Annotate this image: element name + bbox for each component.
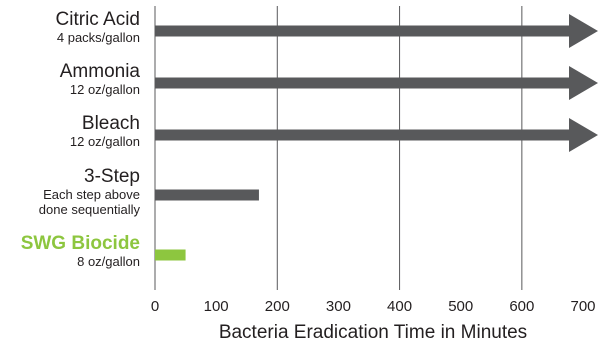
x-tick-700: 700 bbox=[570, 298, 595, 315]
x-tick-500: 500 bbox=[448, 298, 473, 315]
category-label-citric-acid: Citric Acid bbox=[56, 9, 140, 30]
bar-arrowhead-bleach bbox=[569, 118, 598, 152]
bar-arrowhead-ammonia bbox=[569, 66, 598, 100]
x-tick-600: 600 bbox=[509, 298, 534, 315]
category-label-swg-biocide: SWG Biocide bbox=[21, 233, 140, 254]
category-sublabel-citric-acid: 4 packs/gallon bbox=[57, 30, 140, 45]
bar-3-step bbox=[155, 189, 259, 201]
category-label-ammonia: Ammonia bbox=[60, 61, 141, 82]
category-label-bleach: Bleach bbox=[82, 113, 140, 134]
x-tick-100: 100 bbox=[204, 298, 229, 315]
category-label-3-step: 3-Step bbox=[84, 166, 140, 187]
x-tick-300: 300 bbox=[326, 298, 351, 315]
category-sublabel-3-step: done sequentially bbox=[39, 202, 141, 217]
category-sublabel-ammonia: 12 oz/gallon bbox=[70, 82, 140, 97]
bar-ammonia bbox=[155, 77, 570, 89]
category-sublabel-3-step: Each step above bbox=[43, 187, 140, 202]
x-tick-200: 200 bbox=[265, 298, 290, 315]
bars bbox=[155, 14, 598, 261]
bar-swg-biocide bbox=[155, 249, 186, 261]
gridlines bbox=[154, 6, 523, 290]
bar-citric-acid bbox=[155, 25, 570, 37]
category-sublabel-bleach: 12 oz/gallon bbox=[70, 134, 140, 149]
x-tick-400: 400 bbox=[387, 298, 412, 315]
category-sublabel-swg-biocide: 8 oz/gallon bbox=[77, 254, 140, 269]
x-axis-title: Bacteria Eradication Time in Minutes bbox=[219, 322, 527, 343]
x-tick-0: 0 bbox=[151, 298, 159, 315]
bar-arrowhead-citric-acid bbox=[569, 14, 598, 48]
x-tick-labels: 0 100 200 300 400 500 600 700 bbox=[151, 298, 596, 315]
bar-bleach bbox=[155, 129, 570, 141]
